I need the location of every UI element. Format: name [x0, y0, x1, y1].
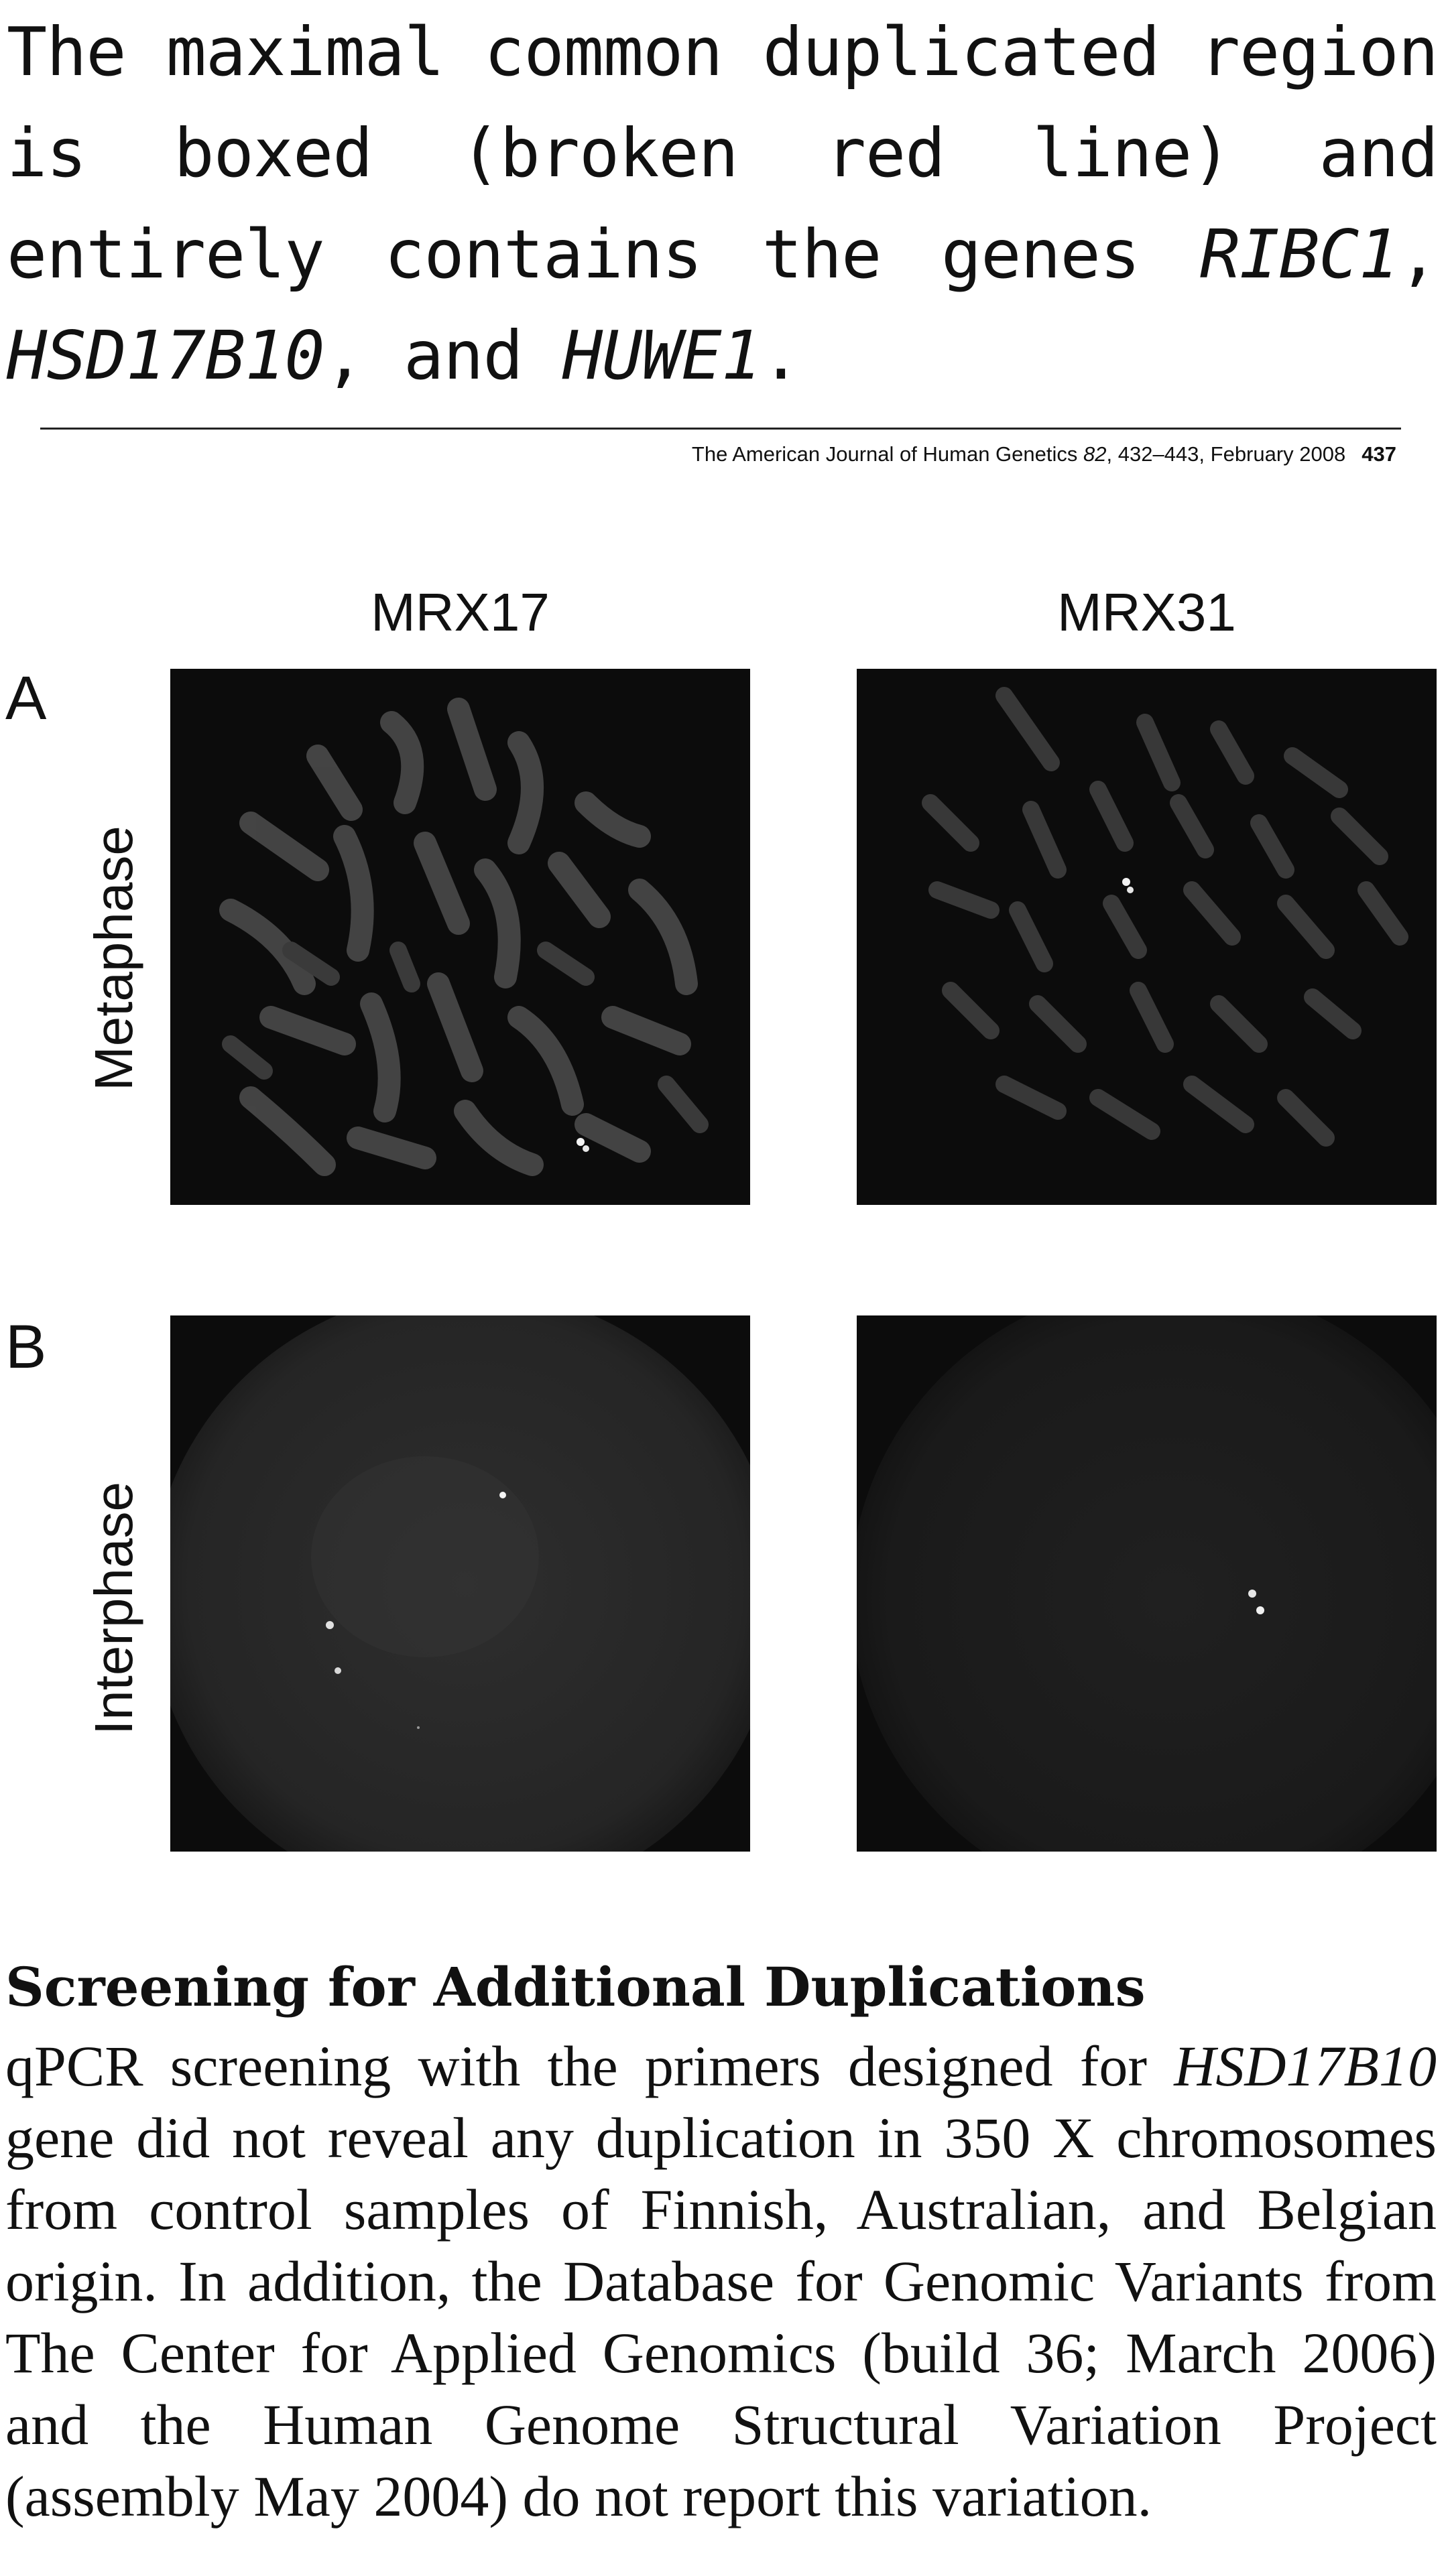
section-heading: Screening for Additional Duplications [5, 1955, 1146, 2018]
micrograph-mrx17-interphase [170, 1315, 750, 1852]
row-label-metaphase: Metaphase [84, 826, 143, 1091]
micrograph-mrx31-metaphase [857, 669, 1437, 1205]
gene-ribc1: RIBC1 [1199, 215, 1399, 294]
intro-separator: , and [324, 316, 562, 395]
column-label-mrx31: MRX31 [1057, 582, 1236, 642]
panel-letter-a: A [5, 664, 47, 732]
footer-divider [40, 428, 1401, 430]
interphase-nucleus-image [170, 1315, 750, 1852]
metaphase-chromosomes-image [170, 669, 750, 1205]
body-text-part: qPCR screening with the primers designed… [5, 2034, 1174, 2098]
intro-text: The maximal common duplicated region is … [7, 13, 1439, 294]
intro-end: . [760, 316, 801, 395]
interphase-nucleus-image [857, 1315, 1437, 1852]
metaphase-chromosomes-image [857, 669, 1437, 1205]
page-footer: The American Journal of Human Genetics 8… [692, 442, 1396, 466]
body-paragraph: qPCR screening with the primers designed… [5, 2031, 1437, 2532]
row-label-interphase: Interphase [84, 1481, 143, 1736]
micrograph-mrx31-interphase [857, 1315, 1437, 1852]
body-text-part: gene did not reveal any duplication in 3… [5, 2106, 1437, 2528]
intro-paragraph: The maximal common duplicated region is … [7, 1, 1439, 406]
panel-letter-b: B [5, 1313, 47, 1381]
column-label-mrx17: MRX17 [371, 582, 550, 642]
journal-volume: 82 [1083, 442, 1107, 466]
journal-name: The American Journal of Human Genetics [691, 442, 1078, 466]
page-number: 437 [1362, 442, 1396, 466]
gene-huwe1: HUWE1 [562, 316, 762, 395]
gene-hsd17b10: HSD17B10 [1174, 2034, 1437, 2098]
micrograph-mrx17-metaphase [170, 669, 750, 1205]
gene-hsd17b10: HSD17B10 [7, 316, 325, 395]
intro-separator: , [1398, 215, 1439, 294]
journal-pages-date: , 432–443, February 2008 [1106, 442, 1346, 466]
